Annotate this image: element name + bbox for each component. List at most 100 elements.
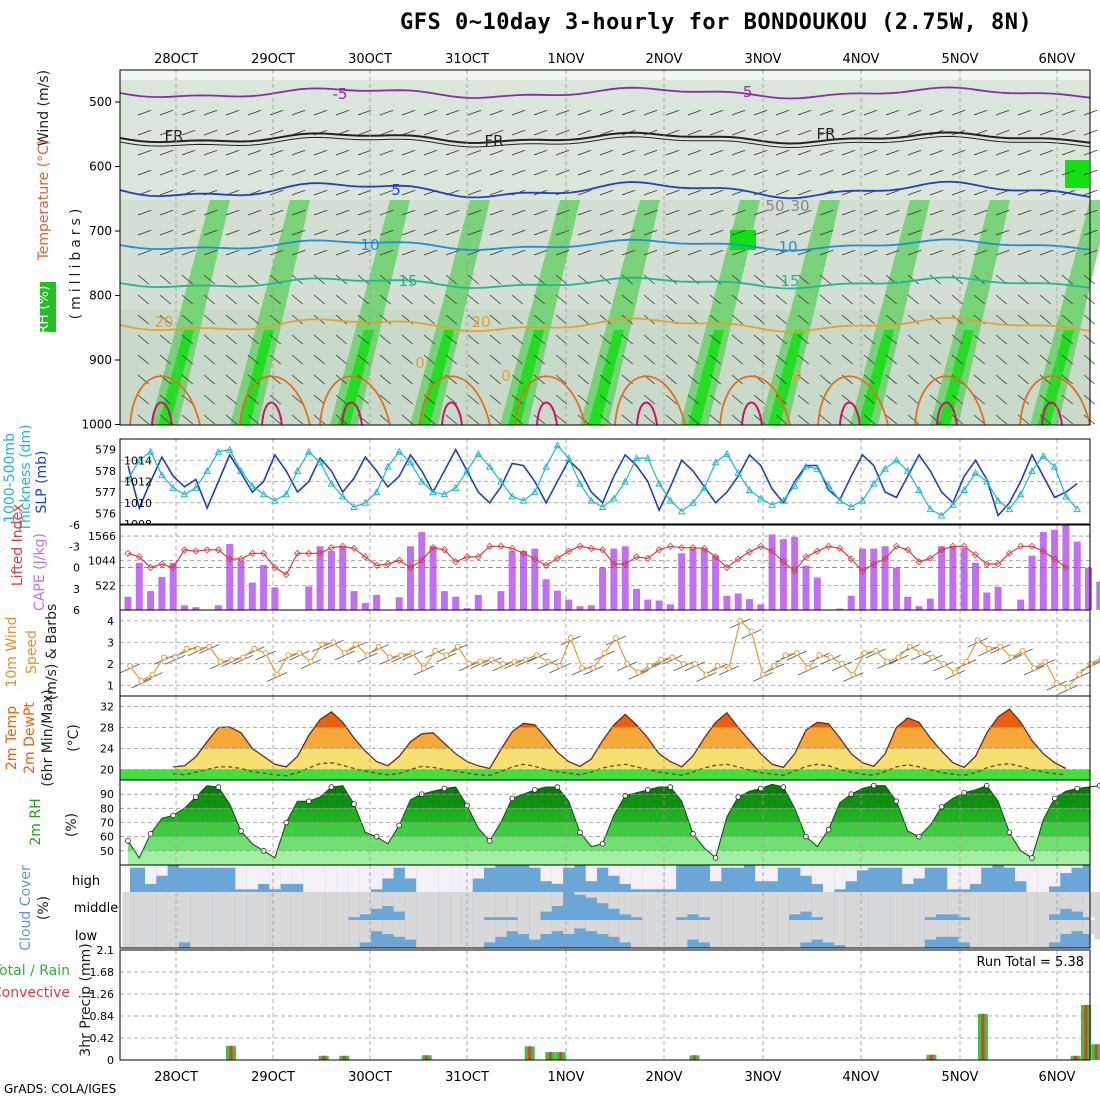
contour-label: 0: [415, 354, 425, 372]
cloud-clear-bar: [291, 920, 304, 948]
rh-plume: [930, 200, 1010, 425]
cloud-clear-bar: [710, 865, 722, 882]
wind-barb: [489, 414, 501, 425]
cape-bar: [124, 596, 132, 610]
cloud-clear-bar: [201, 865, 213, 868]
wind-barb: [203, 394, 215, 405]
cloud-clear-bar: [416, 892, 428, 920]
lifted-index-marker: [497, 542, 505, 550]
wind-barb: [753, 169, 768, 176]
cloud-clear-bar: [777, 892, 790, 920]
wind-tick-label: 1: [107, 679, 114, 692]
wind-barb: [181, 129, 196, 136]
contour-30: [151, 401, 173, 426]
cape-bar: [723, 595, 731, 610]
wind-barb: [291, 229, 306, 236]
wind-barb: [929, 334, 941, 345]
lifted-index-marker: [779, 558, 787, 566]
temp-ylabel-3: (6hr Min/Max): [40, 689, 56, 786]
wind-barb: [555, 209, 570, 216]
wind-barb: [577, 189, 592, 196]
cloud-clear-bar: [246, 892, 258, 920]
wind-barb: [269, 229, 284, 236]
wind-barb: [577, 229, 592, 236]
wind-barb: [687, 209, 702, 216]
wind-barb: [1061, 414, 1073, 425]
cloud-clear-bar: [958, 865, 970, 890]
wind-barb: [753, 129, 768, 136]
cloud-clear-bar: [642, 920, 654, 948]
cape-bar: [316, 546, 324, 610]
wind-barb: [445, 229, 460, 236]
top-date-label: 3NOV: [745, 52, 782, 67]
cloud-clear-bar: [924, 892, 936, 918]
wind-barb: [555, 414, 567, 425]
lifted-index-marker: [486, 542, 494, 550]
cape-bar: [678, 553, 686, 610]
lifted-index-marker: [565, 547, 573, 555]
wind-barb: [159, 294, 171, 305]
wind-barb: [665, 209, 680, 216]
contour-10: [119, 238, 1091, 252]
wind-barb: [1039, 294, 1051, 305]
wind-barb: [819, 249, 834, 256]
wind-barb: [159, 414, 171, 425]
wind-barb: [401, 229, 416, 236]
cloud-clear-bar: [517, 892, 530, 920]
wind-barb: [181, 294, 193, 305]
lifted-index-marker: [248, 549, 256, 557]
wind-barb: [401, 109, 416, 116]
thickness-marker: [451, 483, 460, 491]
wind-barb: [445, 354, 457, 365]
wind-barb: [621, 189, 636, 196]
wind-barb: [797, 394, 809, 405]
rh-marker: [554, 784, 561, 790]
wind-barb: [753, 209, 768, 216]
wind-speed-marker: [884, 658, 890, 665]
wind-barb: [137, 414, 149, 425]
lifted-index-marker: [610, 560, 618, 568]
wind-barb: [797, 374, 809, 385]
cloud-clear-bar: [156, 865, 168, 876]
li-cape-panel: -6 -3 0 3 6 1566 1044 522: [69, 519, 1100, 617]
wind-barb: [269, 354, 281, 365]
wind-barb: [577, 149, 592, 156]
rh-marker: [644, 787, 651, 793]
wind-barb: [1083, 294, 1095, 305]
wind-barb: [533, 274, 545, 285]
lifted-index-marker: [904, 546, 912, 554]
thickness-marker: [870, 479, 878, 487]
cape-bar: [791, 536, 799, 610]
wind-barb: [973, 374, 985, 385]
precip-tick-label: 1.26: [90, 988, 115, 1001]
cloud-clear-bar: [133, 865, 145, 868]
rh-line: [127, 783, 1100, 860]
wind-barb: [225, 294, 237, 305]
precip-tick-label: 2.1: [97, 944, 115, 957]
wind-barb: [819, 354, 831, 365]
lifted-index-marker: [384, 560, 392, 568]
wind-barb: [445, 294, 457, 305]
wind-speed-marker: [567, 635, 574, 641]
wind-speed-marker: [737, 617, 744, 624]
temp-band: [120, 769, 1066, 780]
cloud-clear-bar: [969, 892, 982, 920]
wind-barb: [709, 414, 721, 425]
lifted-index-marker: [327, 544, 335, 552]
cloud-clear-bar: [913, 892, 925, 920]
wind-barb: [181, 314, 193, 325]
wind-barb: [709, 374, 721, 385]
cape-bar: [260, 565, 268, 610]
rh-plume-core: [1065, 160, 1089, 188]
wind-tick-label: 4: [107, 615, 114, 628]
rh-plume: [760, 200, 840, 425]
wind-barb: [247, 249, 262, 256]
wind-barb: [511, 229, 526, 236]
wind-speed-marker: [579, 665, 585, 671]
wind-barb: [511, 374, 523, 385]
cloud-clear-bar: [258, 920, 270, 948]
temp-panel: 32 28 24 20: [100, 695, 1091, 781]
wind-barb: [951, 249, 966, 256]
cloud-clear-bar: [551, 865, 564, 884]
wind-barb: [203, 314, 215, 325]
